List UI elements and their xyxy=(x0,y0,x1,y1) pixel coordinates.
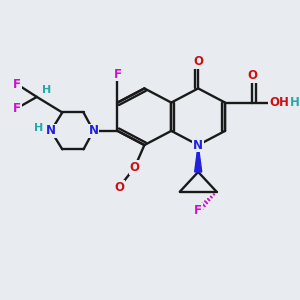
Text: F: F xyxy=(194,204,202,217)
Text: N: N xyxy=(46,124,56,137)
Text: O: O xyxy=(130,161,140,174)
Text: O: O xyxy=(114,181,124,194)
Text: N: N xyxy=(193,139,203,152)
Text: O: O xyxy=(130,161,140,174)
Text: H: H xyxy=(42,85,51,95)
Text: OH: OH xyxy=(269,96,289,109)
Polygon shape xyxy=(195,145,202,172)
Text: H: H xyxy=(290,96,299,109)
Text: F: F xyxy=(113,68,122,81)
Text: O: O xyxy=(247,69,257,82)
Text: H: H xyxy=(34,123,43,133)
Text: N: N xyxy=(88,124,98,137)
Text: F: F xyxy=(13,78,21,91)
Text: F: F xyxy=(13,102,21,115)
Text: O: O xyxy=(193,55,203,68)
